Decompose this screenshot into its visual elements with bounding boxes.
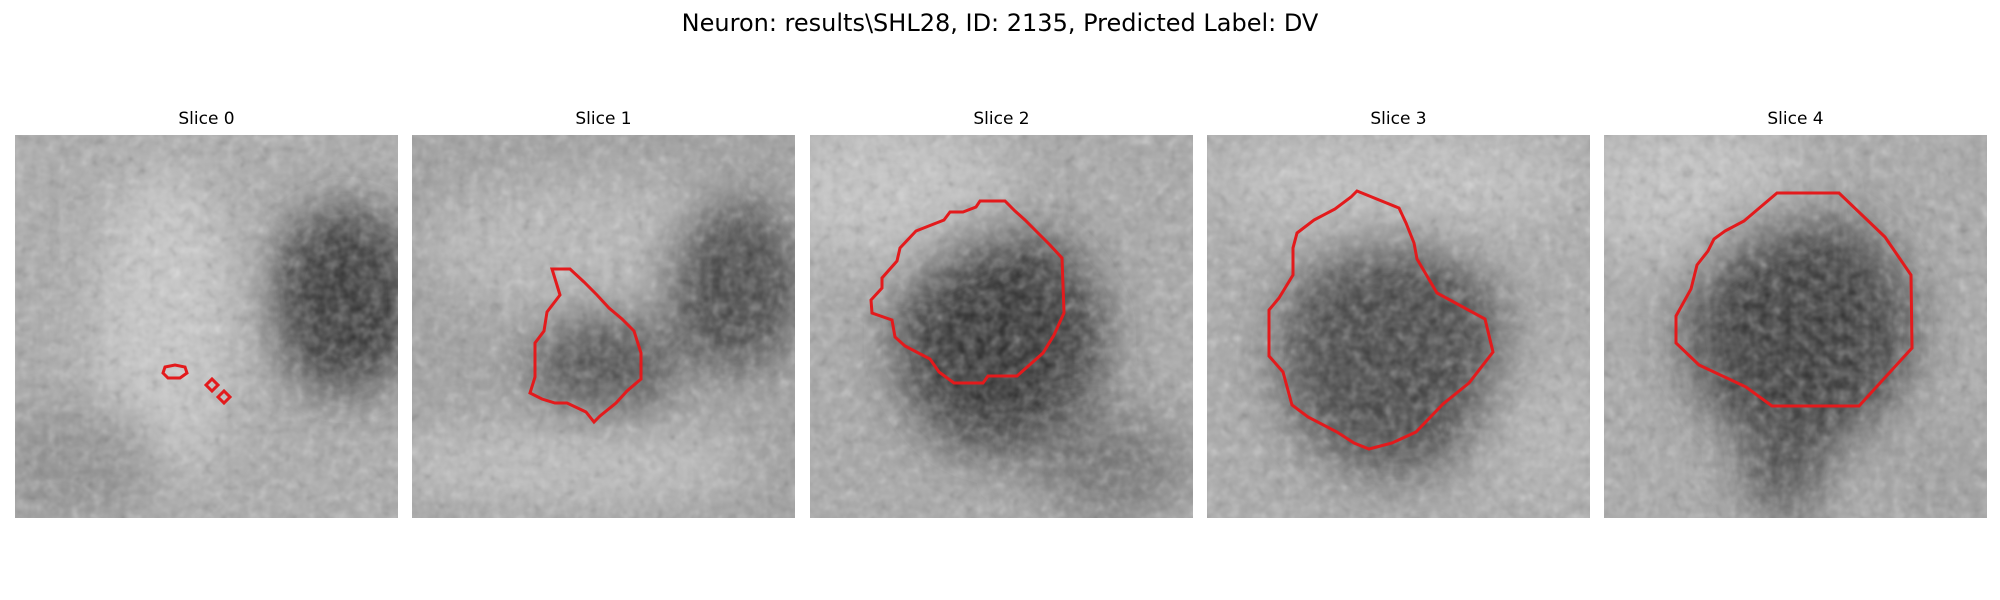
slice-2-svg [810,135,1193,518]
slice-2-contour [869,199,1066,385]
slice-3-noise [1207,135,1590,518]
slice-image-2 [810,135,1193,518]
slice-0-noise [15,135,398,518]
slice-panel-2: Slice 2 [810,108,1193,518]
slice-image-1 [412,135,795,518]
slice-4-noise [1604,135,1987,518]
slice-2-noise [810,135,1193,518]
slice-image-0 [15,135,398,518]
slice-0-contour [161,363,233,406]
slice-panel-1: Slice 1 [412,108,795,518]
slice-1-svg [412,135,795,518]
slice-4-svg [1604,135,1987,518]
slice-4-contour [1674,191,1914,408]
slice-panel-0: Slice 0 [15,108,398,518]
slice-panel-3: Slice 3 [1207,108,1590,518]
slice-image-3 [1207,135,1590,518]
slice-title-4: Slice 4 [1767,109,1824,129]
slice-title-2: Slice 2 [973,109,1030,129]
slice-image-4 [1604,135,1987,518]
slice-1-contour [528,267,643,425]
slice-0-svg [15,135,398,518]
slice-title-3: Slice 3 [1370,109,1427,129]
slice-title-0: Slice 0 [178,109,235,129]
figure-title: Neuron: results\SHL28, ID: 2135, Predict… [681,9,1319,37]
slice-title-1: Slice 1 [575,109,632,129]
slice-1-noise [412,135,795,518]
slice-panel-4: Slice 4 [1604,108,1987,518]
slice-3-svg [1207,135,1590,518]
slice-3-contour [1267,189,1495,451]
